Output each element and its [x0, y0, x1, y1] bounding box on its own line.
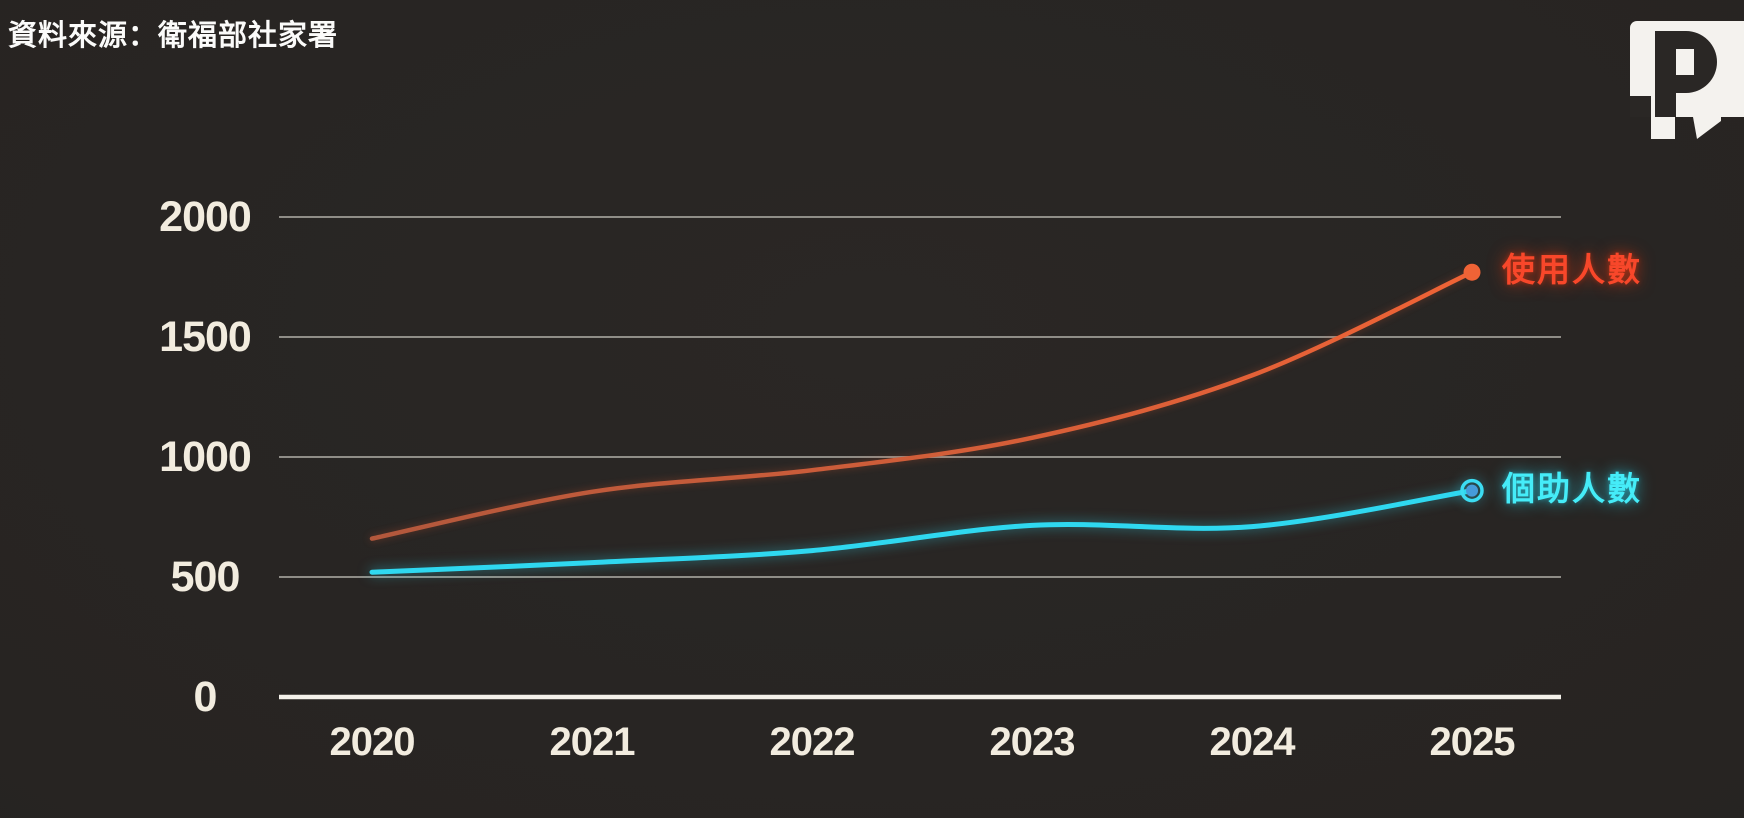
y-tick-label: 2000 — [159, 193, 252, 241]
users-line — [369, 269, 1475, 541]
y-tick-label: 1500 — [159, 313, 252, 361]
y-tick-label: 0 — [193, 673, 218, 721]
x-tick-label: 2024 — [1209, 720, 1296, 764]
users-endpoint-dot — [1463, 263, 1481, 281]
series-label-assistants: 個助人數 — [1502, 469, 1642, 507]
pts-logo — [1630, 21, 1744, 143]
y-tick-label: 500 — [170, 553, 241, 601]
x-tick-label: 2020 — [329, 720, 416, 764]
series-lines — [369, 269, 1475, 575]
x-tick-label: 2023 — [989, 720, 1076, 764]
assistants-line — [369, 488, 1475, 575]
x-tick-label: 2025 — [1429, 720, 1516, 764]
assistants-endpoint-ring — [1460, 478, 1484, 503]
x-tick-label: 2022 — [769, 720, 856, 764]
series-label-users: 使用人數 — [1502, 251, 1642, 289]
assistants-endpoint-inner-dot — [1466, 484, 1478, 497]
x-tick-label: 2021 — [549, 720, 636, 764]
source-note: 資料來源：衛福部社家署 — [8, 20, 339, 52]
y-tick-label: 1000 — [159, 433, 252, 481]
pts-logo-icon — [1630, 21, 1744, 139]
series-markers — [1460, 263, 1484, 503]
